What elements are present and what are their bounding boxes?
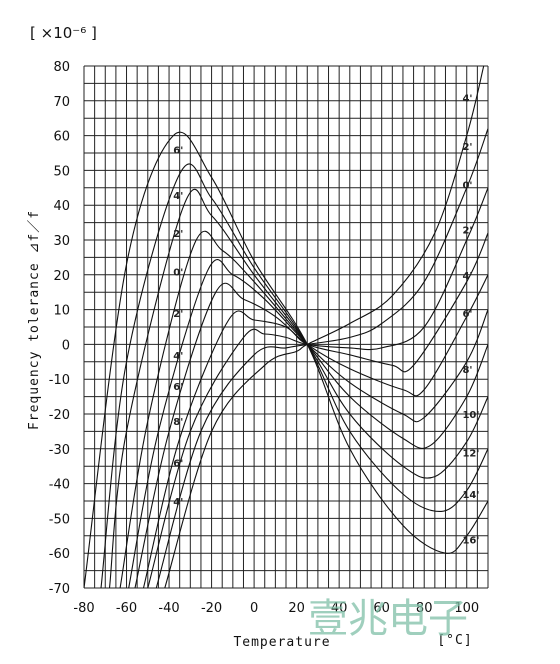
x-tick-label: -60 xyxy=(116,601,137,616)
y-unit-label: [ ×10⁻⁶ ] xyxy=(30,24,97,42)
curve-label: 4' xyxy=(462,271,472,282)
x-tick-label: 20 xyxy=(288,601,305,616)
y-tick-label: 40 xyxy=(53,199,70,214)
series-line xyxy=(147,187,488,588)
curve-label: 4' xyxy=(173,497,183,508)
x-tick-label: 100 xyxy=(454,601,479,616)
y-tick-label: -70 xyxy=(49,582,70,597)
series-line xyxy=(155,128,488,588)
y-tick-labels: 80 70 60 50 40 30 20 10 0 -10 -20 -30 -40 -50 -60 -70 xyxy=(49,60,70,597)
curve-label: 14' xyxy=(462,490,479,501)
curve-label: 16' xyxy=(462,535,479,546)
curve-label: 6' xyxy=(173,146,183,157)
series-line xyxy=(108,188,488,588)
x-tick-label: 60 xyxy=(373,601,390,616)
curve-label: 4' xyxy=(173,351,183,362)
curve-label: 4' xyxy=(462,93,472,104)
x-tick-label: -80 xyxy=(73,601,94,616)
y-tick-label: -20 xyxy=(49,408,70,423)
x-tick-labels: -80 -60 -40 -20 0 20 40 60 80 100 xyxy=(73,601,479,616)
curve-label: 12' xyxy=(462,448,479,459)
x-axis-unit: [°C] xyxy=(437,633,472,648)
curve-label: 10' xyxy=(462,410,479,421)
y-tick-label: 30 xyxy=(53,234,70,249)
series-line xyxy=(119,230,488,588)
y-tick-label: 50 xyxy=(53,164,70,179)
x-tick-label: -20 xyxy=(201,601,222,616)
watermark-text: 壹兆电子 xyxy=(308,596,468,642)
curve-labels-left: 6' 4' 2' 0' 2' 4' 6' 8' 6' 4' xyxy=(173,146,183,508)
curve-label: 2' xyxy=(173,309,183,320)
series-line xyxy=(142,232,488,588)
series-line xyxy=(84,131,488,588)
curve-label: 6' xyxy=(462,309,472,320)
y-axis-title: Frequency tolerance ⊿f／f xyxy=(27,210,42,430)
curve-label: 2' xyxy=(173,229,183,240)
y-tick-label: 80 xyxy=(53,60,70,75)
x-tick-label: -40 xyxy=(158,601,179,616)
series-line xyxy=(164,66,485,588)
y-tick-label: 10 xyxy=(53,304,70,319)
y-tick-label: 60 xyxy=(53,130,70,145)
curve-label: 8' xyxy=(462,365,472,376)
series-line xyxy=(128,259,488,588)
x-tick-label: 80 xyxy=(416,601,433,616)
y-tick-label: -30 xyxy=(49,443,70,458)
curve-label: 2' xyxy=(462,226,472,237)
curve-label: 8' xyxy=(173,417,183,428)
y-tick-label: 70 xyxy=(53,95,70,110)
curve-label: 2' xyxy=(462,142,472,153)
y-tick-label: -50 xyxy=(49,512,70,527)
curve-label: 6' xyxy=(173,382,183,393)
curve-label: 6' xyxy=(173,459,183,470)
curves xyxy=(84,66,488,588)
series-line xyxy=(100,163,488,588)
x-tick-label: 40 xyxy=(331,601,348,616)
curve-label: 0' xyxy=(462,180,472,191)
y-tick-label: 20 xyxy=(53,269,70,284)
y-tick-label: -60 xyxy=(49,547,70,562)
y-tick-label: -40 xyxy=(49,478,70,493)
curve-label: 0' xyxy=(173,267,183,278)
y-tick-label: -10 xyxy=(49,373,70,388)
x-tick-label: 0 xyxy=(250,601,258,616)
curve-labels-right: 4' 2' 0' 2' 4' 6' 8' 10' 12' 14' 16' xyxy=(462,93,479,546)
curve-label: 4' xyxy=(173,191,183,202)
y-tick-label: 0 xyxy=(62,338,70,353)
x-axis-title: Temperature xyxy=(233,635,330,650)
